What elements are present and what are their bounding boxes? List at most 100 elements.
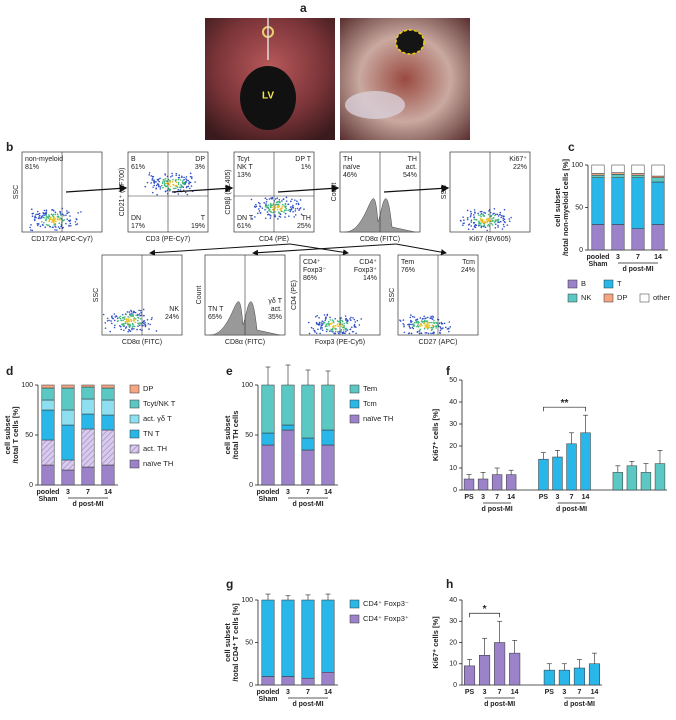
- y-axis-label: cell subset: [223, 415, 232, 454]
- event-dot: [45, 219, 47, 222]
- event-dot: [334, 330, 337, 333]
- event-dot: [285, 200, 288, 202]
- event-dot: [295, 203, 298, 205]
- event-dot: [431, 321, 433, 324]
- event-dot: [502, 217, 505, 220]
- event-dot: [482, 219, 484, 222]
- event-dot: [50, 218, 52, 221]
- event-dot: [138, 313, 141, 315]
- bar: [464, 665, 476, 686]
- event-dot: [413, 321, 416, 324]
- gate-label: 14%: [363, 275, 377, 282]
- event-dot: [50, 221, 53, 223]
- event-dot: [483, 225, 485, 228]
- gate-label: 3%: [195, 164, 205, 171]
- bar-segment: [651, 181, 665, 225]
- event-dot: [142, 308, 145, 311]
- event-dot: [38, 212, 41, 215]
- panel-label: b: [6, 140, 13, 154]
- flow-x-label: CD8α (FITC): [122, 339, 162, 346]
- bar: [558, 669, 570, 686]
- event-dot: [442, 327, 444, 329]
- event-dot: [470, 214, 472, 216]
- event-dot: [497, 224, 499, 227]
- event-dot: [475, 219, 478, 221]
- event-dot: [134, 311, 137, 314]
- legend-label: Tcm: [363, 399, 377, 408]
- event-dot: [299, 207, 302, 209]
- event-dot: [187, 185, 190, 188]
- event-dot: [138, 324, 141, 326]
- event-dot: [495, 223, 497, 226]
- event-dot: [333, 332, 335, 335]
- event-dot: [169, 180, 172, 183]
- event-dot: [141, 321, 144, 324]
- event-dot: [66, 212, 68, 215]
- x-tick-label: PS: [465, 689, 475, 696]
- event-dot: [29, 229, 32, 231]
- event-dot: [275, 201, 278, 204]
- event-dot: [63, 219, 66, 221]
- bar-segment: [81, 384, 95, 388]
- bar-segment: [281, 429, 295, 486]
- y-axis-label: /total T cells [%]: [11, 406, 20, 464]
- event-dot: [174, 180, 177, 182]
- event-dot: [153, 184, 156, 187]
- legend-swatch: [129, 459, 140, 469]
- event-dot: [127, 330, 129, 333]
- event-dot: [269, 204, 272, 206]
- event-dot: [284, 206, 287, 208]
- event-dot: [136, 328, 138, 331]
- event-dot: [186, 193, 189, 196]
- event-dot: [468, 223, 471, 225]
- event-dot: [185, 186, 188, 189]
- event-dot: [163, 184, 166, 186]
- event-dot: [430, 326, 433, 329]
- event-dot: [183, 181, 186, 184]
- event-dot: [150, 318, 153, 321]
- bar: [543, 669, 555, 686]
- event-dot: [30, 208, 33, 211]
- event-dot: [354, 325, 356, 328]
- event-dot: [150, 182, 152, 184]
- event-dot: [137, 323, 140, 325]
- bar-segment: [81, 466, 95, 486]
- gate-label: NK: [169, 306, 179, 313]
- x-tick-label: PS: [464, 494, 474, 501]
- flow-y-label: CD21⁺ (AF700): [119, 168, 126, 217]
- event-dot: [331, 319, 334, 321]
- event-dot: [491, 219, 494, 222]
- gate-label: 61%: [131, 164, 145, 171]
- event-dot: [462, 224, 464, 227]
- event-dot: [175, 187, 177, 190]
- event-dot: [114, 316, 116, 318]
- bar-segment: [591, 177, 605, 225]
- gate-label: 65%: [208, 314, 222, 321]
- legend-swatch: [567, 279, 578, 289]
- event-dot: [122, 322, 125, 325]
- event-dot: [58, 216, 60, 218]
- event-dot: [325, 330, 328, 333]
- event-dot: [123, 318, 126, 320]
- event-dot: [57, 226, 60, 228]
- bar-segment: [611, 177, 625, 225]
- event-dot: [345, 330, 347, 333]
- group-label: d post-MI: [484, 701, 515, 708]
- event-dot: [142, 320, 145, 323]
- legend-label: act. TH: [143, 444, 167, 453]
- event-dot: [478, 214, 480, 216]
- event-dot: [179, 179, 182, 181]
- legend-swatch: [349, 399, 360, 409]
- event-dot: [402, 322, 404, 325]
- event-dot: [334, 324, 337, 327]
- event-dot: [314, 315, 317, 318]
- event-dot: [294, 199, 296, 201]
- event-dot: [128, 311, 131, 313]
- event-dot: [250, 198, 253, 201]
- event-dot: [501, 228, 504, 230]
- event-dot: [123, 325, 125, 328]
- event-dot: [169, 188, 172, 191]
- legend-swatch: [349, 599, 360, 609]
- event-dot: [274, 214, 276, 216]
- event-dot: [118, 325, 121, 327]
